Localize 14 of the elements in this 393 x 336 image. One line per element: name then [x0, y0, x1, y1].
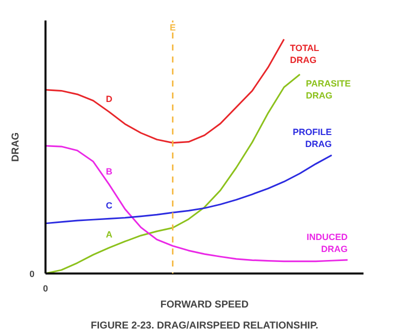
series-label: PROFILE DRAG: [292, 127, 332, 150]
annotation: C: [106, 200, 113, 211]
series-label: TOTAL DRAG: [290, 43, 320, 66]
annotation: B: [106, 166, 113, 176]
series-label: INDUCED DRAG: [306, 232, 348, 254]
series-label: PARASITE DRAG: [306, 78, 351, 100]
annotation: A: [106, 230, 113, 240]
text: 0: [42, 284, 48, 294]
text: FIGURE 2-23. DRAG/AIRSPEED RELATIONSHIP.: [90, 320, 318, 332]
x-axis-title: FORWARD SPEED: [160, 300, 249, 310]
text: E: [170, 22, 176, 32]
text: 0: [29, 269, 35, 279]
y-axis-title: DRAG: [10, 132, 22, 162]
annotation: D: [106, 94, 113, 104]
